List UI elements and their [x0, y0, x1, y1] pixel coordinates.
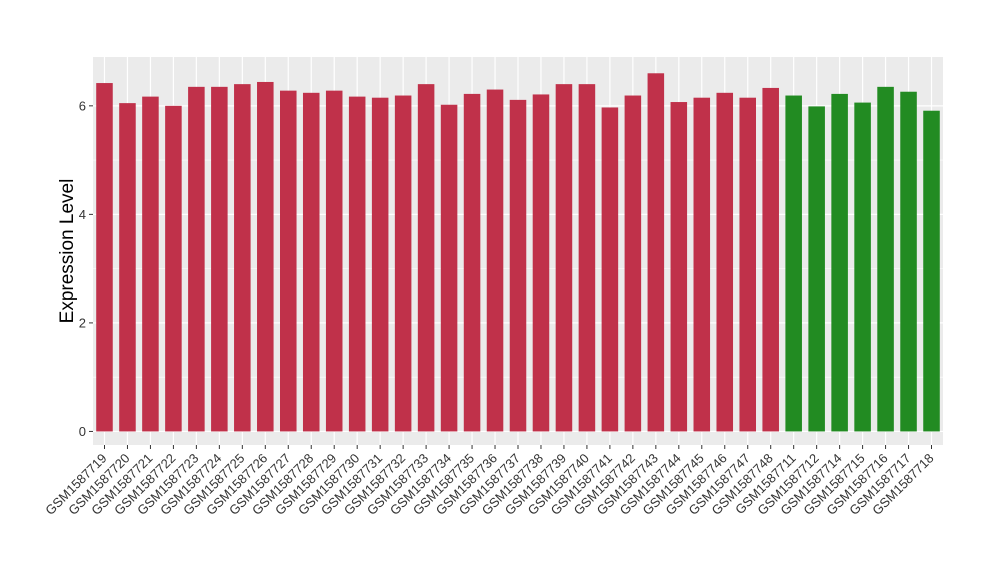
y-tick-label: 0 [79, 424, 86, 439]
y-tick-label: 4 [79, 207, 86, 222]
bar-GSM1587735 [463, 93, 481, 432]
bar-GSM1587720 [119, 103, 136, 432]
bar-GSM1587721 [142, 96, 159, 432]
bar-GSM1587727 [280, 90, 297, 432]
bar-GSM1587711 [785, 95, 802, 432]
bar-GSM1587742 [624, 95, 642, 432]
bar-GSM1587732 [394, 95, 412, 432]
bar-GSM1587743 [647, 73, 665, 432]
bar-GSM1587746 [716, 92, 734, 432]
bar-GSM1587726 [257, 81, 274, 432]
bar-GSM1587744 [670, 102, 688, 432]
y-tick-label: 6 [79, 98, 86, 113]
bar-GSM1587716 [877, 86, 894, 432]
x-axis: GSM1587719GSM1587720GSM1587721GSM1587722… [42, 445, 937, 518]
bar-GSM1587728 [302, 92, 320, 432]
bar-GSM1587712 [808, 106, 825, 432]
bar-GSM1587722 [165, 105, 182, 432]
bar-GSM1587715 [854, 102, 871, 432]
bar-GSM1587736 [486, 89, 504, 432]
bar-GSM1587731 [371, 97, 389, 432]
bar-GSM1587733 [417, 84, 435, 432]
bar-GSM1587725 [234, 84, 251, 432]
bar-GSM1587719 [96, 83, 113, 432]
bar-GSM1587723 [188, 86, 205, 432]
bar-GSM1587738 [532, 94, 550, 432]
y-tick-label: 2 [79, 315, 86, 330]
bar-GSM1587724 [211, 86, 228, 432]
bar-GSM1587730 [348, 96, 366, 432]
bar-GSM1587714 [831, 93, 848, 432]
bar-GSM1587741 [601, 107, 619, 432]
bar-GSM1587747 [739, 97, 756, 432]
bar-GSM1587745 [693, 97, 711, 432]
bar-GSM1587737 [509, 99, 527, 432]
bar-GSM1587729 [325, 90, 343, 432]
y-axis: 0 2 4 6 [79, 98, 93, 439]
bar-GSM1587734 [440, 104, 458, 432]
bar-GSM1587739 [555, 84, 573, 432]
bar-GSM1587717 [900, 91, 917, 432]
bars [96, 73, 940, 432]
bar-GSM1587718 [923, 110, 940, 432]
bar-GSM1587748 [762, 87, 779, 432]
y-axis-title: Expression Level [57, 179, 78, 324]
bar-GSM1587740 [578, 84, 596, 432]
